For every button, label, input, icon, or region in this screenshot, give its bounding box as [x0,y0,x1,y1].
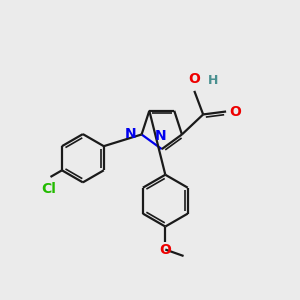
Text: N: N [125,127,136,141]
Text: N: N [154,129,166,143]
Text: O: O [230,104,242,118]
Text: Cl: Cl [42,182,56,196]
Text: O: O [188,73,200,86]
Text: O: O [159,243,171,257]
Text: H: H [208,74,218,87]
